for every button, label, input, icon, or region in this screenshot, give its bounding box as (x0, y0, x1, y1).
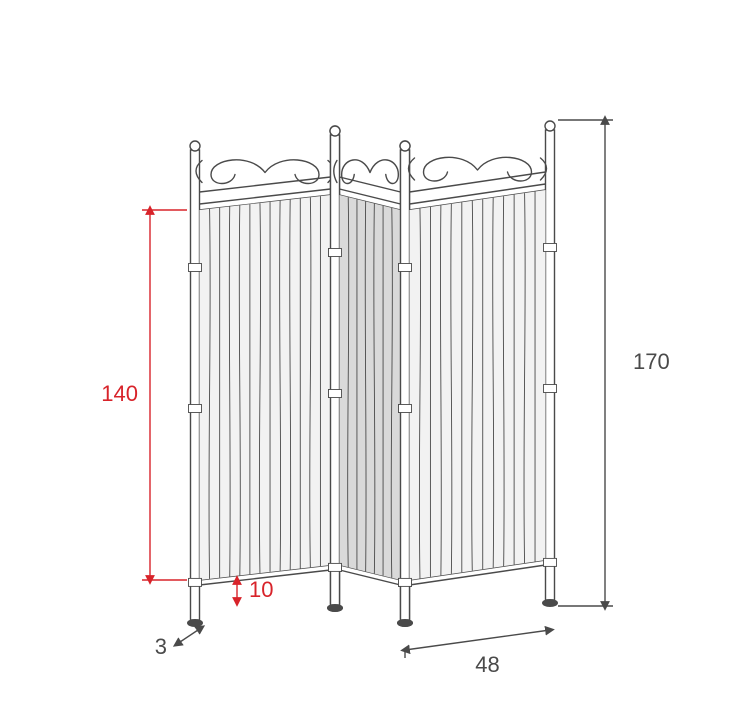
dimension-value: 10 (249, 577, 273, 602)
dimensioned-screen-diagram: 170 140 10 3 48 (0, 0, 750, 701)
dimension-value: 140 (101, 381, 138, 406)
dimension-value: 170 (633, 349, 670, 374)
dimension-value: 48 (475, 652, 499, 677)
folding-screen (187, 121, 558, 627)
dimension-value: 3 (155, 634, 167, 659)
